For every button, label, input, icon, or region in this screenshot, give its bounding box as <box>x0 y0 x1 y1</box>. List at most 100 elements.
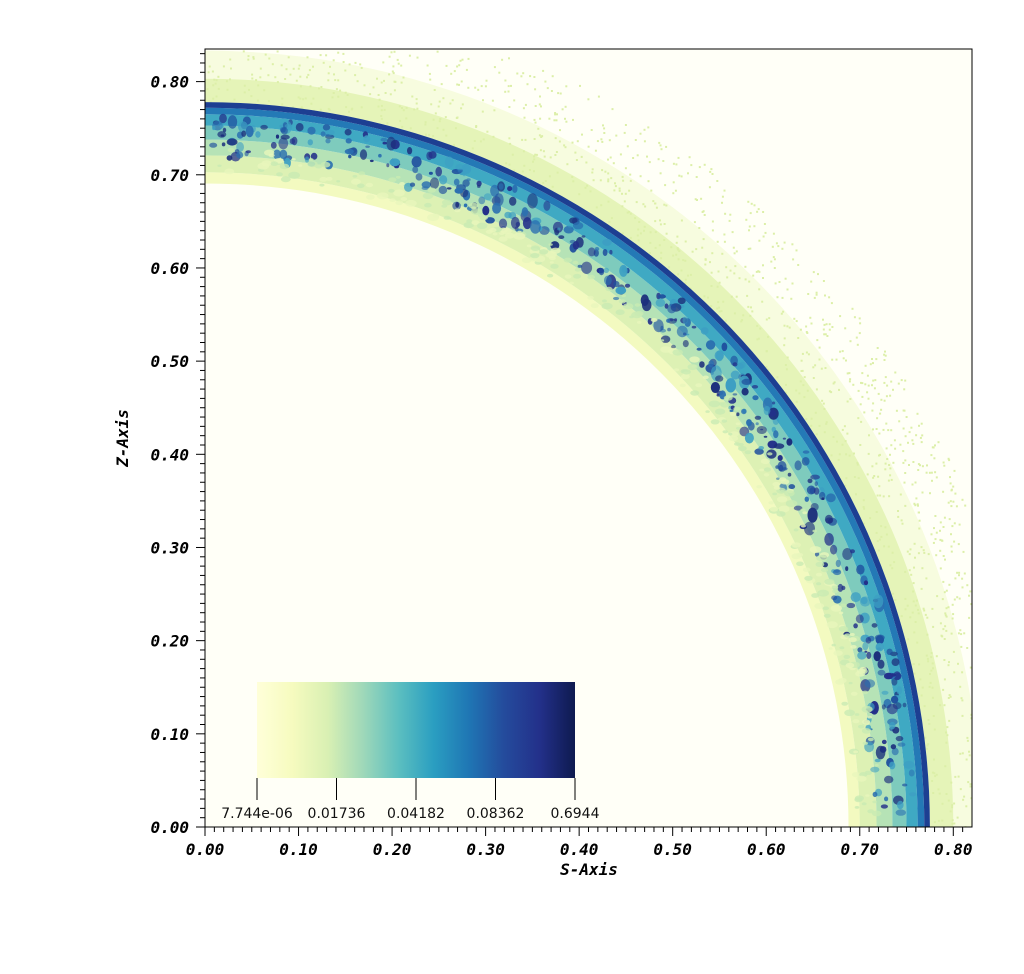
halo-dot <box>601 169 604 172</box>
halo-dot <box>322 61 325 64</box>
mixing-wisp <box>872 800 877 804</box>
halo-dot <box>559 92 562 95</box>
halo-dot <box>581 133 583 136</box>
mixing-blob <box>674 318 678 322</box>
halo-dot <box>887 429 890 432</box>
halo-dot <box>875 358 878 361</box>
halo-dot <box>939 704 942 707</box>
halo-dot <box>748 280 751 283</box>
mixing-blob <box>245 150 251 154</box>
halo-dot <box>791 282 794 285</box>
mixing-blob <box>581 235 586 238</box>
halo-dot <box>709 261 711 264</box>
halo-dot <box>635 201 638 204</box>
x-tick-label: 0.00 <box>186 840 225 859</box>
mixing-blob <box>307 139 313 146</box>
halo-dot <box>672 254 675 257</box>
mixing-wisp <box>478 213 484 218</box>
mixing-blob <box>280 134 290 140</box>
mixing-blob <box>864 679 876 688</box>
halo-dot <box>259 67 262 70</box>
mixing-blob <box>270 141 277 149</box>
halo-dot <box>925 471 928 474</box>
halo-dot <box>935 655 938 658</box>
mixing-wisp <box>288 171 300 179</box>
halo-dot <box>951 603 954 606</box>
halo-dot <box>825 323 828 326</box>
halo-dot <box>716 285 719 288</box>
mixing-wisp <box>763 473 770 477</box>
mixing-blob <box>857 647 863 653</box>
halo-dot <box>758 239 761 242</box>
halo-dot <box>849 340 852 343</box>
halo-dot <box>607 200 610 203</box>
mixing-blob <box>322 124 331 131</box>
halo-dot <box>942 526 945 528</box>
mixing-blob <box>378 153 382 158</box>
mixing-blob <box>407 147 413 155</box>
halo-dot <box>755 270 758 273</box>
halo-dot <box>767 368 770 371</box>
halo-dot <box>436 50 439 53</box>
halo-dot <box>765 318 768 321</box>
halo-dot <box>933 821 936 824</box>
halo-dot <box>930 669 933 672</box>
halo-dot <box>678 250 681 253</box>
halo-dot <box>858 332 861 335</box>
mixing-wisp <box>623 303 634 310</box>
halo-dot <box>624 192 627 195</box>
halo-dot <box>931 696 934 699</box>
mixing-wisp <box>858 724 865 729</box>
halo-dot <box>509 142 512 145</box>
halo-dot <box>247 55 250 58</box>
mixing-wisp <box>679 383 686 388</box>
halo-dot <box>401 125 404 128</box>
halo-dot <box>801 369 804 372</box>
colorbar-tick-label: 0.01736 <box>308 806 366 822</box>
mixing-blob <box>509 196 517 206</box>
halo-dot <box>704 258 707 261</box>
halo-dot <box>380 81 383 84</box>
halo-dot <box>949 500 952 503</box>
halo-dot <box>491 99 494 102</box>
halo-dot <box>937 788 940 791</box>
halo-dot <box>647 180 650 183</box>
halo-dot <box>346 94 349 96</box>
halo-dot <box>724 319 727 322</box>
mixing-blob <box>682 340 689 348</box>
mixing-wisp <box>722 430 728 434</box>
halo-dot <box>900 519 903 522</box>
halo-dot <box>864 383 867 386</box>
halo-dot <box>872 379 875 382</box>
mixing-wisp <box>695 383 703 388</box>
mixing-blob <box>902 702 907 708</box>
halo-dot <box>886 384 889 387</box>
halo-dot <box>927 660 930 663</box>
mixing-blob <box>890 695 899 704</box>
mixing-wisp <box>845 662 855 669</box>
mixing-wisp <box>861 728 872 734</box>
mixing-blob <box>421 186 429 191</box>
halo-dot <box>607 172 610 175</box>
halo-dot <box>445 134 448 137</box>
colorbar-tick-label: 0.04182 <box>387 806 445 822</box>
halo-dot <box>208 65 211 68</box>
halo-dot <box>534 153 537 156</box>
halo-dot <box>925 577 928 580</box>
halo-dot <box>327 107 330 110</box>
halo-dot <box>911 483 914 486</box>
halo-dot <box>908 464 910 466</box>
halo-dot <box>957 543 960 546</box>
mixing-wisp <box>492 232 498 236</box>
mixing-blob <box>658 294 666 299</box>
halo-dot <box>920 546 923 549</box>
halo-dot <box>508 57 510 60</box>
halo-dot <box>768 317 771 320</box>
halo-dot <box>704 263 707 266</box>
halo-dot <box>918 519 921 522</box>
halo-dot <box>879 412 882 415</box>
halo-dot <box>565 120 568 123</box>
mixing-wisp <box>796 561 804 567</box>
halo-dot <box>845 359 847 362</box>
